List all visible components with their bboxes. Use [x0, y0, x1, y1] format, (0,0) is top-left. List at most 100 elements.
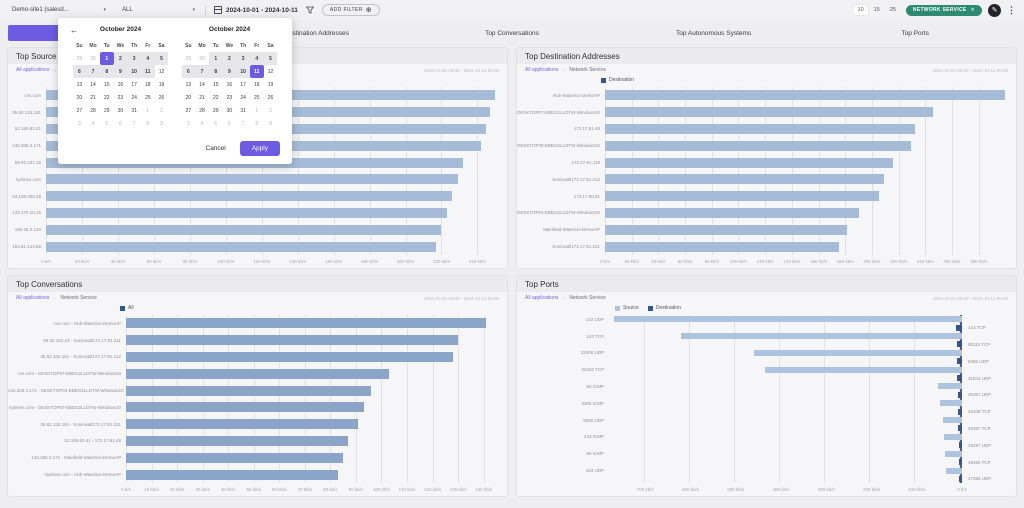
day-cell-1-29[interactable]: 29	[212, 107, 219, 114]
breadcrumb-link[interactable]: All applications	[525, 295, 559, 301]
day-cell-0-30[interactable]: 30	[117, 107, 124, 114]
filter-funnel-icon[interactable]	[305, 6, 314, 14]
day-cell-0-2[interactable]: 2	[113, 52, 128, 65]
day-cell-0-8[interactable]: 8	[99, 65, 114, 78]
day-cell-0-3[interactable]: 3	[127, 52, 141, 65]
day-cell-0-13[interactable]: 13	[76, 81, 83, 88]
page-size-25[interactable]: 25	[889, 7, 896, 13]
day-cell-1-16[interactable]: 16	[226, 81, 233, 88]
network-service-chip[interactable]: NETWORK SERVICE ✕	[905, 4, 982, 16]
day-cell-1-6[interactable]: 6	[228, 120, 231, 127]
day-cell-1-20[interactable]: 20	[185, 94, 192, 101]
day-cell-1-5[interactable]: 5	[263, 52, 278, 65]
day-cell-1-4[interactable]: 4	[200, 120, 204, 127]
day-cell-0-5[interactable]: 5	[105, 120, 109, 127]
day-cell-0-11[interactable]: 11	[140, 65, 155, 78]
cancel-button[interactable]: Cancel	[205, 145, 226, 152]
tab-top-destination-addresses[interactable]: Top Destination Addresses	[271, 29, 349, 37]
close-icon[interactable]: ✕	[970, 7, 975, 13]
day-cell-0-26[interactable]: 26	[158, 94, 165, 101]
kebab-menu[interactable]: ⋮	[1007, 4, 1016, 15]
breadcrumb-link[interactable]: All applications	[16, 295, 50, 301]
edit-button[interactable]: ✎	[988, 3, 1001, 17]
tab-top-autonomous-systems[interactable]: Top Autonomous Systems	[676, 29, 752, 37]
day-cell-1-23[interactable]: 23	[226, 94, 233, 101]
day-cell-1-27[interactable]: 27	[185, 107, 192, 114]
day-cell-0-19[interactable]: 19	[158, 81, 165, 88]
day-cell-1-7[interactable]: 7	[195, 65, 209, 78]
day-cell-1-17[interactable]: 17	[240, 81, 246, 88]
scope-selector[interactable]: ALL ▾	[118, 5, 206, 15]
day-cell-0-6[interactable]: 6	[72, 65, 87, 78]
tab-top-conversations[interactable]: Top Conversations	[485, 29, 539, 37]
day-cell-1-12[interactable]: 12	[267, 68, 274, 75]
day-cell-0-15[interactable]: 15	[103, 81, 110, 88]
day-cell-1-29[interactable]: 29	[185, 55, 192, 62]
day-cell-1-30[interactable]: 30	[199, 55, 205, 62]
day-cell-1-8[interactable]: 8	[208, 65, 223, 78]
day-cell-1-15[interactable]: 15	[212, 81, 219, 88]
day-cell-0-1[interactable]: 1	[146, 107, 150, 114]
day-cell-1-3[interactable]: 3	[236, 52, 250, 65]
day-cell-1-18[interactable]: 18	[254, 81, 260, 88]
calendar-back-arrow[interactable]: ←	[70, 26, 78, 35]
day-cell-0-5[interactable]: 5	[154, 52, 169, 65]
day-cell-0-29[interactable]: 29	[103, 107, 110, 114]
day-cell-0-2[interactable]: 2	[160, 107, 163, 114]
day-cell-1-13[interactable]: 13	[185, 81, 192, 88]
day-cell-1-4[interactable]: 4	[249, 52, 264, 65]
day-cell-1-28[interactable]: 28	[199, 107, 205, 114]
day-cell-0-9[interactable]: 9	[113, 65, 128, 78]
day-cell-0-3[interactable]: 3	[77, 120, 81, 127]
day-cell-1-3[interactable]: 3	[186, 120, 190, 127]
day-cell-1-11[interactable]: 11	[249, 65, 264, 78]
day-cell-0-21[interactable]: 21	[90, 94, 96, 101]
day-cell-0-1[interactable]: 1	[99, 52, 114, 65]
tab-top-ports[interactable]: Top Ports	[901, 29, 929, 37]
day-cell-1-10[interactable]: 10	[236, 65, 250, 78]
day-cell-0-20[interactable]: 20	[76, 94, 83, 101]
day-cell-1-21[interactable]: 21	[199, 94, 205, 101]
day-cell-1-30[interactable]: 30	[226, 107, 233, 114]
apply-button[interactable]: Apply	[239, 141, 280, 156]
day-cell-0-17[interactable]: 17	[131, 81, 137, 88]
breadcrumb-link[interactable]: All applications	[16, 67, 50, 73]
day-cell-0-31[interactable]: 31	[131, 107, 137, 114]
day-cell-1-2[interactable]: 2	[269, 107, 272, 114]
day-cell-1-14[interactable]: 14	[199, 81, 205, 88]
day-cell-1-7[interactable]: 7	[241, 120, 245, 127]
day-cell-0-30[interactable]: 30	[90, 55, 96, 62]
day-cell-1-24[interactable]: 24	[240, 94, 246, 101]
day-cell-1-26[interactable]: 26	[267, 94, 274, 101]
day-cell-0-27[interactable]: 27	[76, 107, 83, 114]
add-filter-button[interactable]: ADD FILTER ⊕	[321, 4, 380, 16]
day-cell-1-8[interactable]: 8	[255, 120, 259, 127]
day-cell-0-25[interactable]: 25	[145, 94, 151, 101]
day-cell-0-7[interactable]: 7	[132, 120, 136, 127]
day-cell-1-25[interactable]: 25	[254, 94, 260, 101]
day-cell-0-14[interactable]: 14	[90, 81, 96, 88]
day-cell-0-4[interactable]: 4	[140, 52, 155, 65]
day-cell-0-28[interactable]: 28	[90, 107, 96, 114]
day-cell-0-29[interactable]: 29	[76, 55, 83, 62]
day-cell-0-18[interactable]: 18	[145, 81, 151, 88]
day-cell-0-6[interactable]: 6	[119, 120, 122, 127]
day-cell-1-2[interactable]: 2	[222, 52, 237, 65]
day-cell-0-8[interactable]: 8	[146, 120, 150, 127]
day-cell-0-4[interactable]: 4	[91, 120, 95, 127]
day-cell-1-1[interactable]: 1	[255, 107, 259, 114]
day-cell-1-9[interactable]: 9	[222, 65, 237, 78]
site-selector[interactable]: Demo-site1 (salesd... ▾	[8, 5, 110, 15]
day-cell-0-10[interactable]: 10	[127, 65, 141, 78]
breadcrumb-link[interactable]: All applications	[525, 67, 559, 73]
day-cell-0-16[interactable]: 16	[117, 81, 124, 88]
page-size-15[interactable]: 15	[873, 7, 880, 13]
day-cell-0-7[interactable]: 7	[86, 65, 100, 78]
day-cell-1-31[interactable]: 31	[240, 107, 246, 114]
day-cell-1-1[interactable]: 1	[208, 52, 223, 65]
day-cell-1-22[interactable]: 22	[212, 94, 219, 101]
day-cell-1-9[interactable]: 9	[269, 120, 272, 127]
day-cell-0-24[interactable]: 24	[131, 94, 137, 101]
day-cell-0-23[interactable]: 23	[117, 94, 124, 101]
date-range-picker[interactable]: 2024-10-01 - 2024-10-11	[214, 6, 298, 14]
